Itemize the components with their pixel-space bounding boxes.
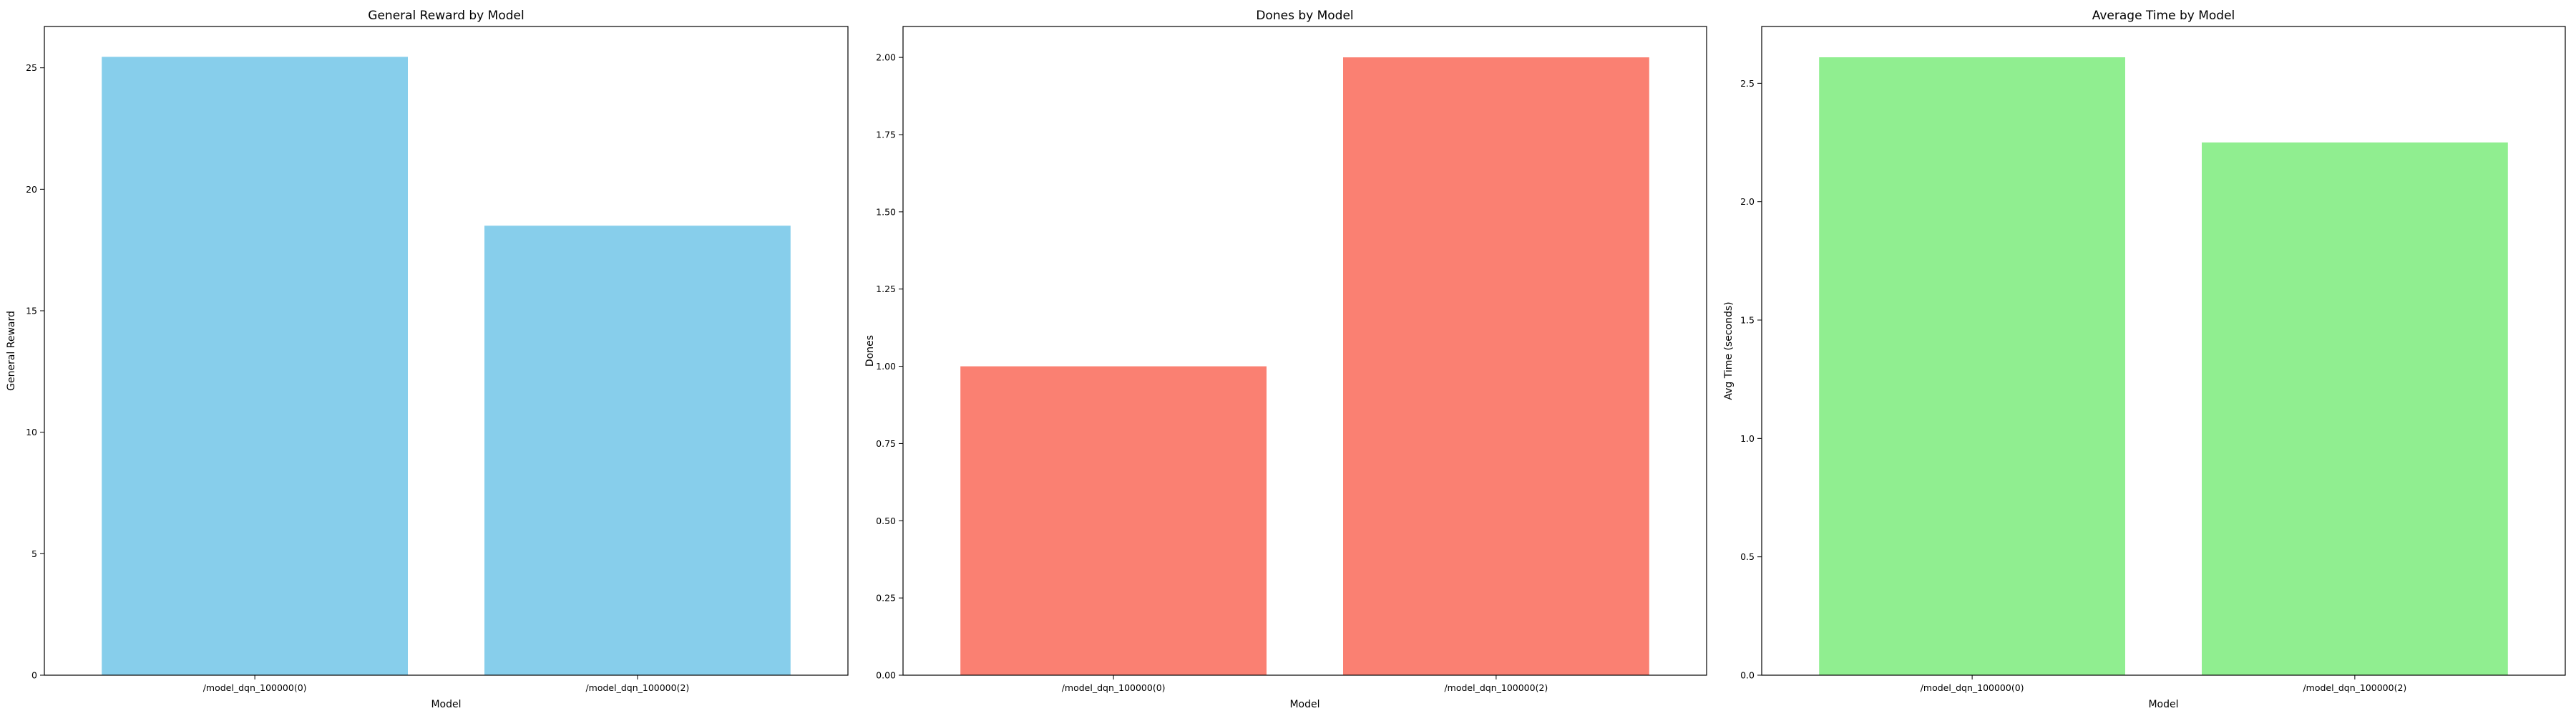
y-tick-label: 5: [31, 548, 37, 559]
x-axis-label: Model: [431, 699, 461, 710]
y-tick-label: 1.5: [1740, 315, 1755, 326]
y-tick-label: 1.25: [876, 284, 896, 294]
y-tick-label: 1.00: [876, 361, 896, 372]
chart-panel-2: /model_dqn_100000(0) /model_dqn_100000(2)…: [864, 9, 1707, 710]
y-tick-label: 0.25: [876, 593, 896, 604]
x-axis-label: Model: [2148, 699, 2178, 710]
x-tick-label: /model_dqn_100000(2): [1444, 682, 1548, 693]
y-tick-label: 0.75: [876, 438, 896, 449]
y-tick-label: 15: [26, 306, 37, 316]
bar-2: [484, 226, 791, 675]
bar-1: [960, 366, 1267, 675]
y-tick-label: 0.50: [876, 516, 896, 526]
x-axis-label: Model: [1289, 699, 1319, 710]
chart-title: Dones by Model: [1256, 9, 1353, 23]
plot-frame: [1761, 26, 2566, 676]
y-tick-label: 25: [26, 62, 37, 73]
x-tick-label: /model_dqn_100000(2): [2303, 682, 2406, 693]
y-axis-label: Avg Time (seconds): [1723, 301, 1735, 400]
y-tick-label: 0.5: [1740, 551, 1755, 562]
chart-panel-3: /model_dqn_100000(0) /model_dqn_100000(2)…: [1723, 9, 2566, 710]
y-tick-label: 1.0: [1740, 433, 1755, 444]
y-tick-label: 0: [31, 670, 37, 681]
y-tick-label: 2.0: [1740, 196, 1755, 207]
y-tick-label: 1.75: [876, 130, 896, 140]
plot-frame: [902, 26, 1707, 676]
chart-panel-1: /model_dqn_100000(0) /model_dqn_100000(2)…: [6, 9, 849, 710]
y-tick-label: 2.5: [1740, 78, 1755, 89]
chart-title: Average Time by Model: [2092, 9, 2235, 23]
y-tick-label: 0.0: [1740, 670, 1755, 681]
x-tick-label: /model_dqn_100000(0): [1921, 682, 2024, 693]
x-tick-label: /model_dqn_100000(0): [203, 682, 307, 693]
bar-1: [1819, 57, 2125, 675]
y-tick-label: 20: [26, 184, 37, 195]
y-tick-label: 0.00: [876, 670, 896, 681]
y-tick-label: 2.00: [876, 52, 896, 63]
y-axis-label: Dones: [864, 335, 876, 367]
x-tick-label: /model_dqn_100000(2): [585, 682, 689, 693]
chart-title: General Reward by Model: [368, 9, 524, 23]
bar-2: [1343, 57, 1649, 676]
bar-1: [102, 57, 408, 675]
bar-2: [2202, 142, 2508, 675]
plot-frame: [44, 26, 849, 676]
x-tick-label: /model_dqn_100000(0): [1062, 682, 1166, 693]
y-tick-label: 1.50: [876, 206, 896, 217]
y-tick-label: 10: [26, 427, 37, 437]
y-axis-label: General Reward: [6, 311, 17, 391]
